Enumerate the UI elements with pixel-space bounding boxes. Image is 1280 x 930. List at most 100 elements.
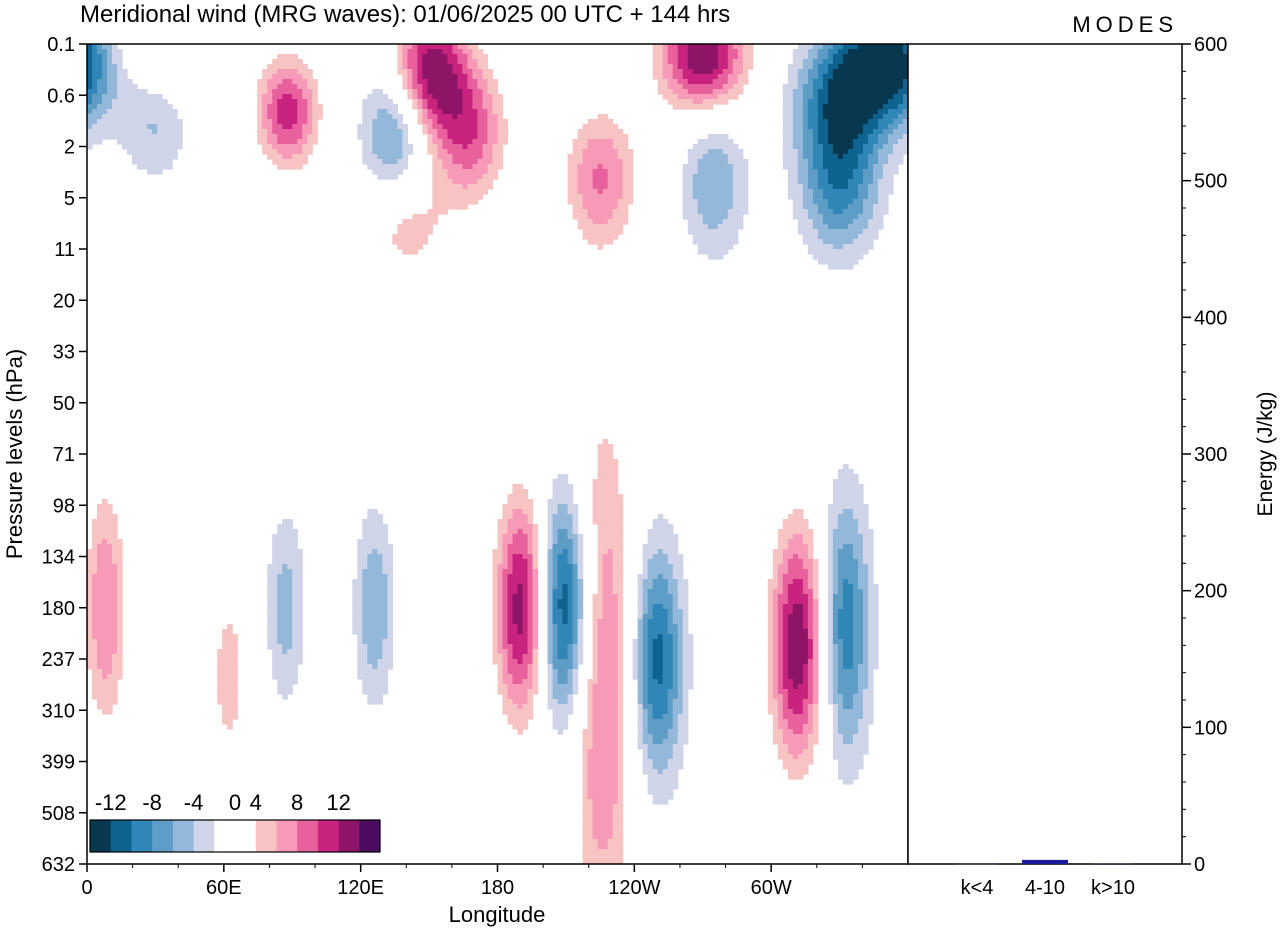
heatmap-cell [497,129,504,135]
heatmap-cell [867,84,874,90]
heatmap-cell [817,249,824,255]
heatmap-cell [817,159,824,165]
heatmap-cell [602,499,609,505]
heatmap-cell [552,534,559,540]
heatmap-cell [452,94,459,100]
heatmap-cell [862,44,869,50]
heatmap-cell [627,149,634,155]
heatmap-cell [902,139,908,145]
heatmap-cell [562,494,569,500]
heatmap-cell [97,524,103,530]
heatmap-cell [657,579,664,585]
heatmap-cell [157,94,163,100]
heatmap-cell [597,164,604,170]
heatmap-cell [492,144,499,150]
heatmap-cell [432,64,439,70]
heatmap-cell [292,79,298,85]
heatmap-cell [382,114,388,120]
heatmap-cell [642,589,649,595]
heatmap-cell [447,54,454,60]
heatmap-cell [87,144,93,150]
heatmap-cell [527,554,534,560]
heatmap-cell [592,209,599,215]
heatmap-cell [302,159,308,165]
heatmap-cell [622,154,629,160]
heatmap-cell [872,109,879,115]
heatmap-cell [467,199,474,205]
heatmap-cell [447,49,454,55]
heatmap-cell [427,89,434,95]
heatmap-cell [92,64,98,70]
heatmap-cell [287,594,293,600]
heatmap-cell [897,134,904,140]
heatmap-cell [272,629,278,635]
heatmap-cell [792,214,799,220]
heatmap-cell [877,44,884,50]
heatmap-cell [102,99,108,105]
heatmap-cell [622,209,629,215]
heatmap-cell [672,49,679,55]
heatmap-cell [597,599,604,605]
heatmap-cell [732,69,739,75]
heatmap-cell [602,204,609,210]
heatmap-cell [452,179,459,185]
heatmap-cell [832,499,839,505]
heatmap-cell [487,114,494,120]
heatmap-cell [142,149,148,155]
heatmap-cell [532,649,539,655]
heatmap-cell [552,479,559,485]
heatmap-cell [807,44,814,50]
heatmap-cell [597,509,604,515]
heatmap-cell [92,89,98,95]
heatmap-cell [592,179,599,185]
heatmap-cell [682,84,689,90]
heatmap-cell [782,89,789,95]
heatmap-cell [877,64,884,70]
heatmap-cell [437,94,444,100]
heatmap-cell [877,129,884,135]
heatmap-cell [107,619,113,625]
heatmap-cell [132,94,138,100]
heatmap-cell [862,209,869,215]
heatmap-cell [497,114,504,120]
heatmap-cell [127,99,133,105]
heatmap-cell [662,59,669,65]
heatmap-cell [407,54,413,60]
heatmap-cell [437,124,444,130]
heatmap-cell [277,604,283,610]
heatmap-cell [422,49,429,55]
heatmap-cell [782,129,789,135]
heatmap-cell [797,629,804,635]
heatmap-cell [112,589,118,595]
heatmap-cell [292,144,298,150]
heatmap-cell [862,139,869,145]
heatmap-cell [547,629,554,635]
heatmap-cell [132,109,138,115]
heatmap-cell [842,584,849,590]
heatmap-cell [832,504,839,510]
heatmap-cell [722,139,729,145]
heatmap-cell [597,144,604,150]
heatmap-cell [787,589,794,595]
heatmap-cell [672,89,679,95]
heatmap-cell [842,74,849,80]
heatmap-cell [727,144,734,150]
heatmap-cell [612,594,619,600]
heatmap-cell [587,174,594,180]
heatmap-cell [107,589,113,595]
heatmap-cell [497,619,504,625]
heatmap-cell [377,589,383,595]
heatmap-cell [87,614,93,620]
heatmap-cell [497,164,504,170]
heatmap-cell [817,189,824,195]
heatmap-cell [597,524,604,530]
heatmap-cell [427,144,434,150]
heatmap-cell [377,169,383,175]
heatmap-cell [457,64,464,70]
heatmap-cell [872,204,879,210]
heatmap-cell [822,229,829,235]
heatmap-cell [372,604,378,610]
heatmap-cell [387,589,393,595]
heatmap-cell [802,564,809,570]
heatmap-cell [372,574,378,580]
